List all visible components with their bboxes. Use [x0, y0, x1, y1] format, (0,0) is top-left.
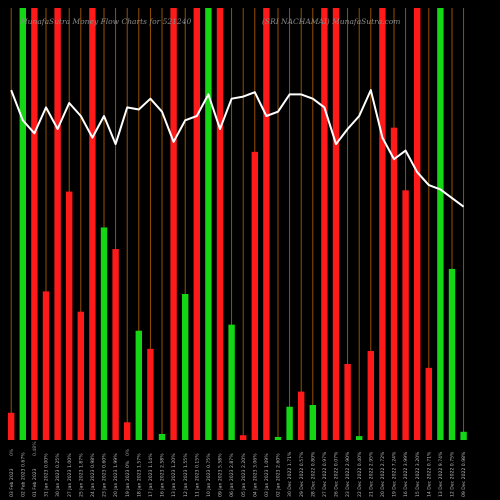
x-tick-label: 26 Dec 2022 0.07%: [334, 451, 340, 497]
money-flow-bar: [42, 291, 50, 440]
x-tick-label: 11 Jan 2023 0.15%: [194, 453, 200, 497]
money-flow-bar: [89, 8, 96, 440]
x-tick-label: 03 Feb 2023: [9, 468, 15, 497]
money-flow-bar: [251, 151, 258, 440]
x-tick-label: 01 Feb 2023: [32, 468, 38, 497]
money-flow-bar: [228, 324, 235, 440]
x-tick-label: 21 Dec 2022 2.95%: [368, 451, 374, 497]
x-tick-label: 30 Dec 2022 1.71%: [287, 451, 293, 497]
money-flow-bar: [414, 8, 421, 440]
percent-label: 0%: [125, 448, 131, 456]
money-flow-bar: [170, 8, 177, 440]
x-tick-label: 22 Dec 2022 0.40%: [357, 451, 363, 497]
x-tick-label: 12 Jan 2023 1.55%: [183, 453, 189, 497]
x-tick-label: 04 Jan 2023 3.06%: [252, 453, 258, 497]
x-tick-label: 14 Dec 2022 0.71%: [426, 451, 432, 497]
money-flow-bar: [390, 127, 398, 440]
money-flow-bar: [158, 433, 166, 440]
money-flow-bar: [286, 406, 293, 440]
money-flow-bar: [425, 367, 432, 440]
x-tick-label: 13 Jan 2023 1.20%: [171, 453, 177, 497]
x-tick-label: 18 Jan 2023 1.57%: [136, 453, 142, 497]
money-flow-bar: [321, 8, 328, 440]
money-flow-bar: [240, 435, 247, 440]
money-flow-bar: [298, 391, 305, 440]
x-tick-label: 30 Jan 2023 0.25%: [55, 453, 61, 497]
x-tick-label: 31 Jan 2023 0.00%: [44, 453, 50, 497]
money-flow-bar: [77, 311, 84, 440]
money-flow-line: [10, 89, 465, 208]
money-flow-bar: [19, 8, 26, 440]
x-tick-label: 03 Jan 2023 1.09%: [264, 453, 270, 497]
x-tick-label: 25 Jan 2023 1.87%: [78, 453, 84, 497]
x-tick-label: 09 Jan 2023 5.58%: [218, 453, 224, 497]
x-tick-label: 12 Dec 2022 0.75%: [450, 451, 456, 497]
money-flow-bar: [147, 348, 154, 440]
money-flow-bar: [448, 268, 456, 440]
money-flow-bar: [205, 8, 212, 440]
money-flow-bar: [437, 8, 444, 440]
x-tick-label: 23 Jan 2023 0.60%: [102, 453, 108, 497]
x-tick-label: 16 Dec 2022 3.99%: [403, 451, 409, 497]
x-tick-label: 29 Dec 2022 0.57%: [299, 451, 305, 497]
x-tick-label: 23 Dec 2022 2.90%: [345, 451, 351, 497]
money-flow-bar: [402, 190, 409, 440]
money-flow-bar: [332, 8, 340, 440]
money-flow-bar: [135, 330, 142, 440]
money-flow-bar: [8, 412, 15, 440]
percent-label: 0.48%: [32, 441, 38, 456]
money-flow-bar: [344, 363, 351, 440]
x-tick-label: 28 Dec 2022 0.80%: [310, 451, 316, 497]
money-flow-bar: [309, 405, 316, 440]
percent-labels: 0% 0.48% 0%: [9, 441, 131, 456]
x-tick-label: 09 Dec 2022 0.98%: [461, 451, 467, 497]
money-flow-bar: [274, 436, 282, 440]
x-tick-label: 24 Jan 2023 0.98%: [90, 453, 96, 497]
money-flow-bar: [216, 8, 224, 440]
money-flow-bar: [31, 8, 38, 440]
money-flow-bar: [193, 8, 200, 440]
money-flow-bar: [356, 436, 363, 440]
x-tick-label: 20 Dec 2022 2.72%: [380, 451, 386, 497]
x-tick-label: 19 Dec 2022 7.24%: [392, 451, 398, 497]
x-tick-label: 20 Jan 2023 1.99%: [113, 453, 119, 497]
x-tick-label: 27 Dec 2022 0.97%: [322, 451, 328, 497]
x-tick-label: 15 Dec 2022 3.20%: [415, 451, 421, 497]
money-flow-bar: [112, 249, 119, 440]
x-tick-label: 19 Jan 2023 0%: [125, 460, 131, 497]
x-tick-label: 16 Jan 2023 2.58%: [160, 453, 166, 497]
x-tick-labels: 03 Feb 2023 02 Feb 2023 0.67% 01 Feb 2023 3…: [9, 451, 467, 497]
money-flow-bar: [54, 8, 61, 440]
x-tick-label: 17 Jan 2023 1.14%: [148, 453, 154, 497]
money-flow-bar: [367, 351, 374, 440]
money-flow-bar: [460, 431, 467, 440]
line-layer: [10, 89, 465, 208]
x-tick-label: 05 Jan 2023 2.20%: [241, 453, 247, 497]
money-flow-bar: [124, 422, 131, 440]
chart-title-left: MunafaSutra Money Flow Charts for 521240: [19, 17, 191, 26]
percent-label: 0%: [9, 448, 15, 456]
money-flow-bar: [379, 8, 386, 440]
x-tick-label: 06 Jan 2023 2.87%: [229, 453, 235, 497]
money-flow-bar: [182, 293, 189, 440]
x-tick-label: 27 Jan 2023 1.00%: [67, 453, 73, 497]
x-tick-label: 13 Dec 2022 9.74%: [438, 451, 444, 497]
x-tick-label: 10 Jan 2023 0.75%: [206, 453, 212, 497]
money-flow-bar: [263, 8, 270, 440]
x-tick-label: 02 Jan 2023 2.60%: [276, 453, 282, 497]
money-flow-bar: [100, 227, 108, 440]
x-tick-label: 02 Feb 2023 0.67%: [20, 452, 26, 497]
chart-title-right: (SRI NACHAMAI) MunafaSutra.com: [262, 17, 400, 26]
bar-layer: [8, 8, 467, 440]
money-flow-bar: [66, 191, 73, 440]
